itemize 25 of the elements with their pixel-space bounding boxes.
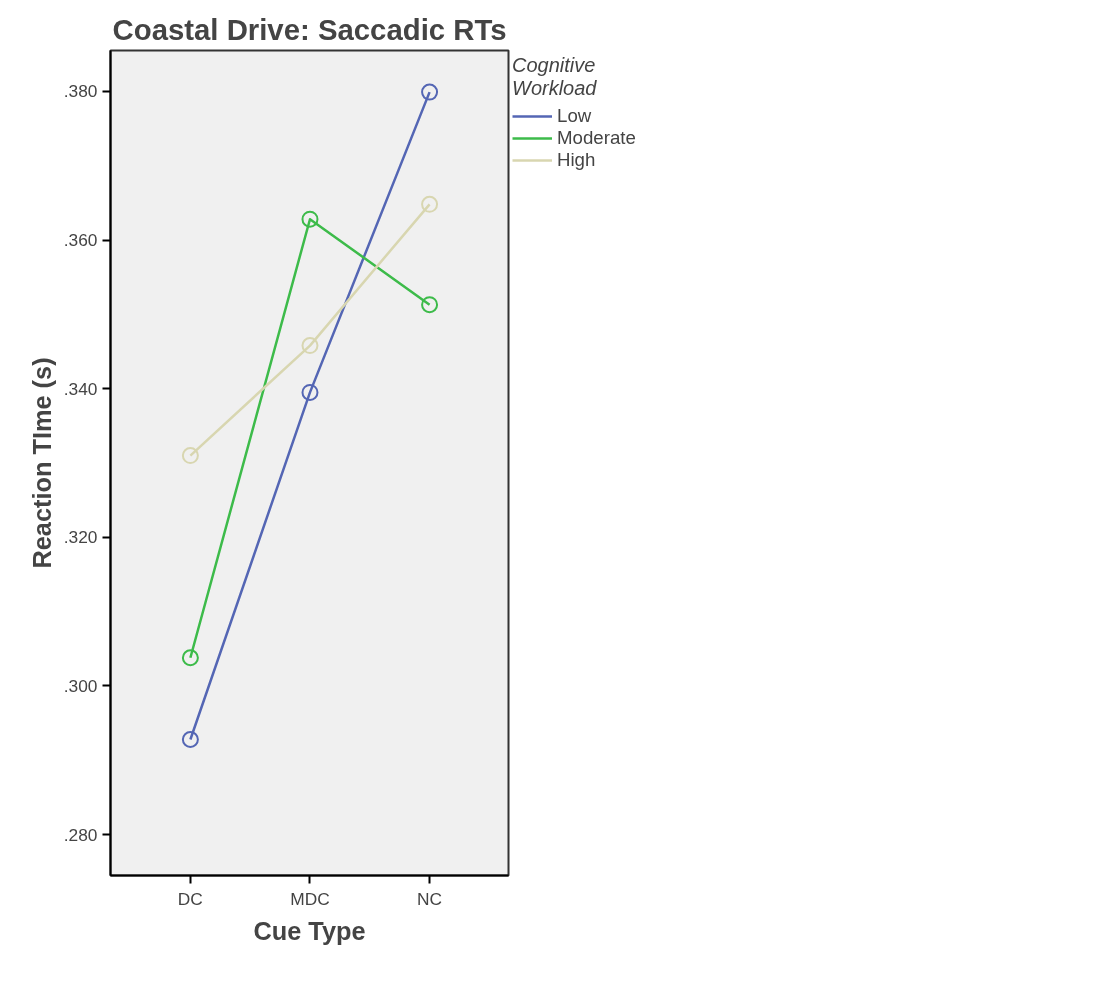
x-tick-label: NC (417, 888, 443, 909)
point (421, 195, 439, 213)
point (421, 296, 439, 314)
y-tick-label: .280 (63, 824, 98, 845)
y-tick-label: .320 (63, 527, 98, 548)
point (181, 447, 199, 465)
point (301, 210, 319, 228)
chart-title: Coastal Drive: Saccadic RTs (112, 12, 507, 46)
y-tick-label: .360 (63, 230, 98, 251)
y-tick-label: .340 (63, 378, 98, 399)
x-tick-label: MDC (290, 888, 330, 909)
legend-label: Low (557, 105, 592, 127)
x-tick-label: DC (177, 888, 203, 909)
point (301, 337, 319, 355)
y-tick-label: .300 (63, 675, 98, 696)
point (421, 83, 439, 101)
legend-label: High (557, 149, 596, 171)
x-axis-title: Cue Type (253, 916, 366, 945)
y-tick-label: .380 (63, 81, 98, 102)
point (301, 383, 319, 401)
point (181, 649, 199, 667)
legend-label: Moderate (557, 127, 636, 149)
point (181, 731, 199, 748)
legend-title: Cognitive Workload (512, 54, 598, 100)
y-axis-title: Reaction TIme (s) (27, 357, 56, 569)
